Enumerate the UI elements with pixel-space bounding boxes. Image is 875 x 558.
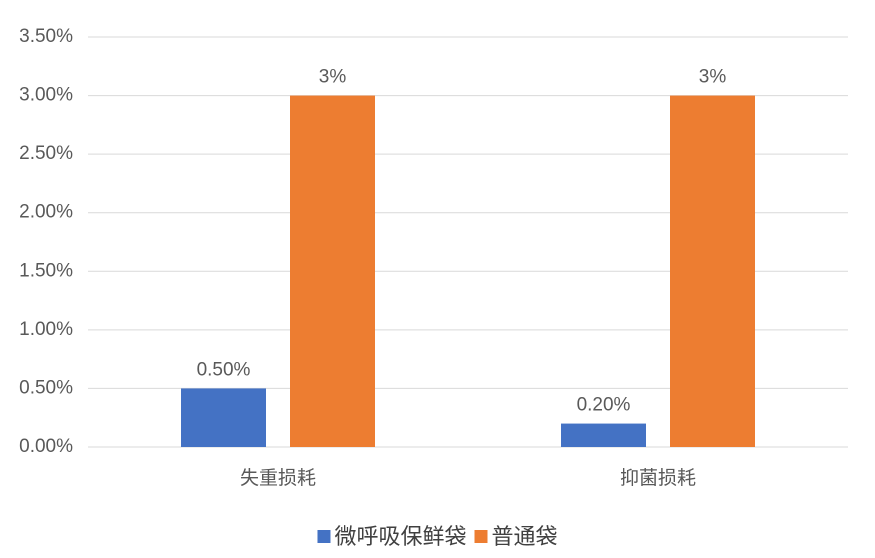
data-label: 0.50%	[197, 359, 251, 380]
y-tick-label: 0.50%	[19, 377, 73, 398]
y-tick-label: 2.00%	[19, 202, 73, 223]
x-tick-label: 失重损耗	[240, 467, 316, 489]
legend-swatch	[474, 530, 488, 543]
bar	[670, 95, 755, 448]
y-tick-label: 0.00%	[19, 436, 73, 457]
y-tick-label: 3.00%	[19, 85, 73, 106]
y-tick-label: 3.50%	[19, 26, 73, 47]
y-tick-label: 2.50%	[19, 143, 73, 164]
x-tick-label: 抑菌损耗	[620, 467, 696, 489]
y-tick-label: 1.00%	[19, 319, 73, 340]
data-label: 3%	[699, 67, 727, 88]
legend-label: 普通袋	[492, 524, 558, 549]
data-label: 3%	[319, 67, 347, 88]
bar	[561, 423, 646, 447]
bar	[181, 388, 266, 447]
bar	[290, 95, 375, 448]
data-label: 0.20%	[577, 395, 631, 416]
y-tick-label: 1.50%	[19, 260, 73, 281]
legend-label: 微呼吸保鲜袋	[334, 524, 466, 549]
legend-swatch	[317, 530, 331, 543]
